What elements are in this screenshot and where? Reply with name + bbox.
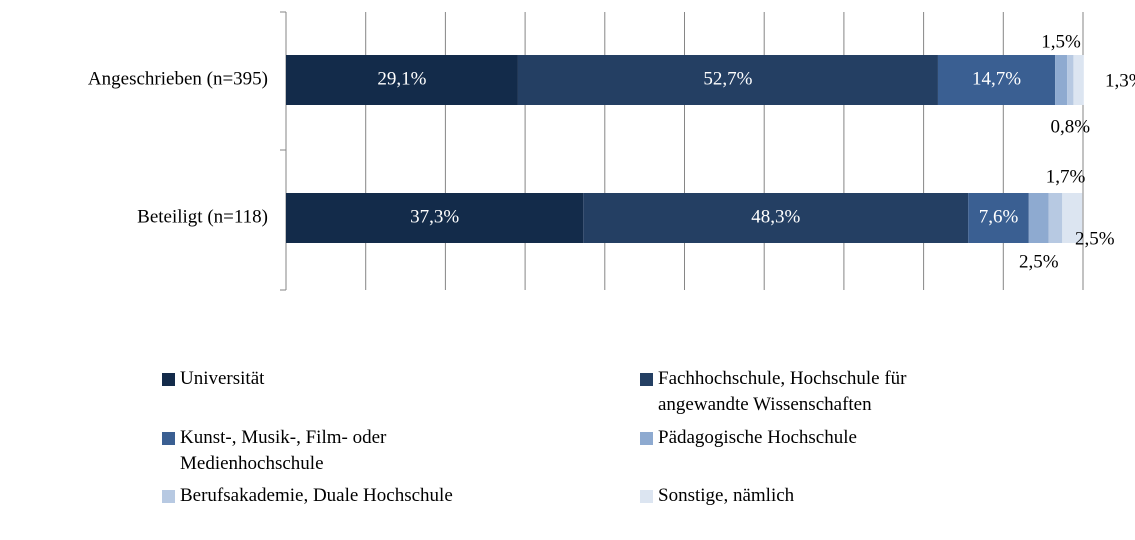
legend-entry: Pädagogische Hochschule — [640, 425, 980, 451]
legend-swatch — [640, 490, 653, 503]
y-tick-label: Beteiligt (n=118) — [137, 206, 268, 227]
legend-label: Sonstige, nämlich — [658, 485, 795, 506]
legend-entry: Berufsakademie, Duale Hochschule — [162, 483, 502, 509]
data-label: 1,7% — [1046, 166, 1086, 187]
data-label: 7,6% — [979, 206, 1019, 227]
bar-segment — [1067, 55, 1074, 105]
data-label: 37,3% — [410, 206, 459, 227]
legend-label: Universität — [180, 368, 265, 389]
bar-segment — [1028, 193, 1049, 243]
data-label: 52,7% — [703, 68, 752, 89]
legend-label: Fachhochschule, Hochschule für angewandt… — [658, 368, 907, 415]
legend-swatch — [640, 432, 653, 445]
y-tick-label: Angeschrieben (n=395) — [88, 68, 268, 89]
legend-entry: Universität — [162, 366, 502, 392]
legend-swatch — [162, 490, 175, 503]
data-label: 2,5% — [1075, 228, 1115, 249]
bar-segment — [286, 193, 584, 243]
bar-segment — [1062, 193, 1083, 243]
legend-swatch — [162, 373, 175, 386]
bar-segment — [968, 193, 1029, 243]
legend-label: Pädagogische Hochschule — [658, 427, 857, 448]
data-label: 29,1% — [377, 68, 426, 89]
legend-entry: Kunst-, Musik-, Film- oder Medienhochsch… — [162, 425, 502, 477]
bar-segment — [286, 55, 518, 105]
bar-segment — [937, 55, 1056, 105]
bar-segment — [1048, 193, 1063, 243]
data-label: 2,5% — [1019, 251, 1059, 272]
data-label: 14,7% — [972, 68, 1021, 89]
legend-swatch — [640, 373, 653, 386]
legend-label: Berufsakademie, Duale Hochschule — [180, 485, 453, 506]
bar-segment — [1055, 55, 1068, 105]
data-label: 0,8% — [1050, 116, 1090, 137]
data-label: 48,3% — [751, 206, 800, 227]
legend-swatch — [162, 432, 175, 445]
legend-entry: Sonstige, nämlich — [640, 483, 980, 509]
plot: 0%10%20%30%40%50%60%70%80%90%100%Angesch… — [88, 11, 1135, 291]
data-label: 1,5% — [1041, 31, 1081, 52]
bar-segment — [517, 55, 938, 105]
legend-entry: Fachhochschule, Hochschule für angewandt… — [640, 366, 980, 418]
bar-segment — [583, 193, 969, 243]
bar-segment — [1073, 55, 1084, 105]
legend-label: Kunst-, Musik-, Film- oder Medienhochsch… — [180, 427, 387, 474]
data-label: 1,3% — [1105, 70, 1135, 91]
